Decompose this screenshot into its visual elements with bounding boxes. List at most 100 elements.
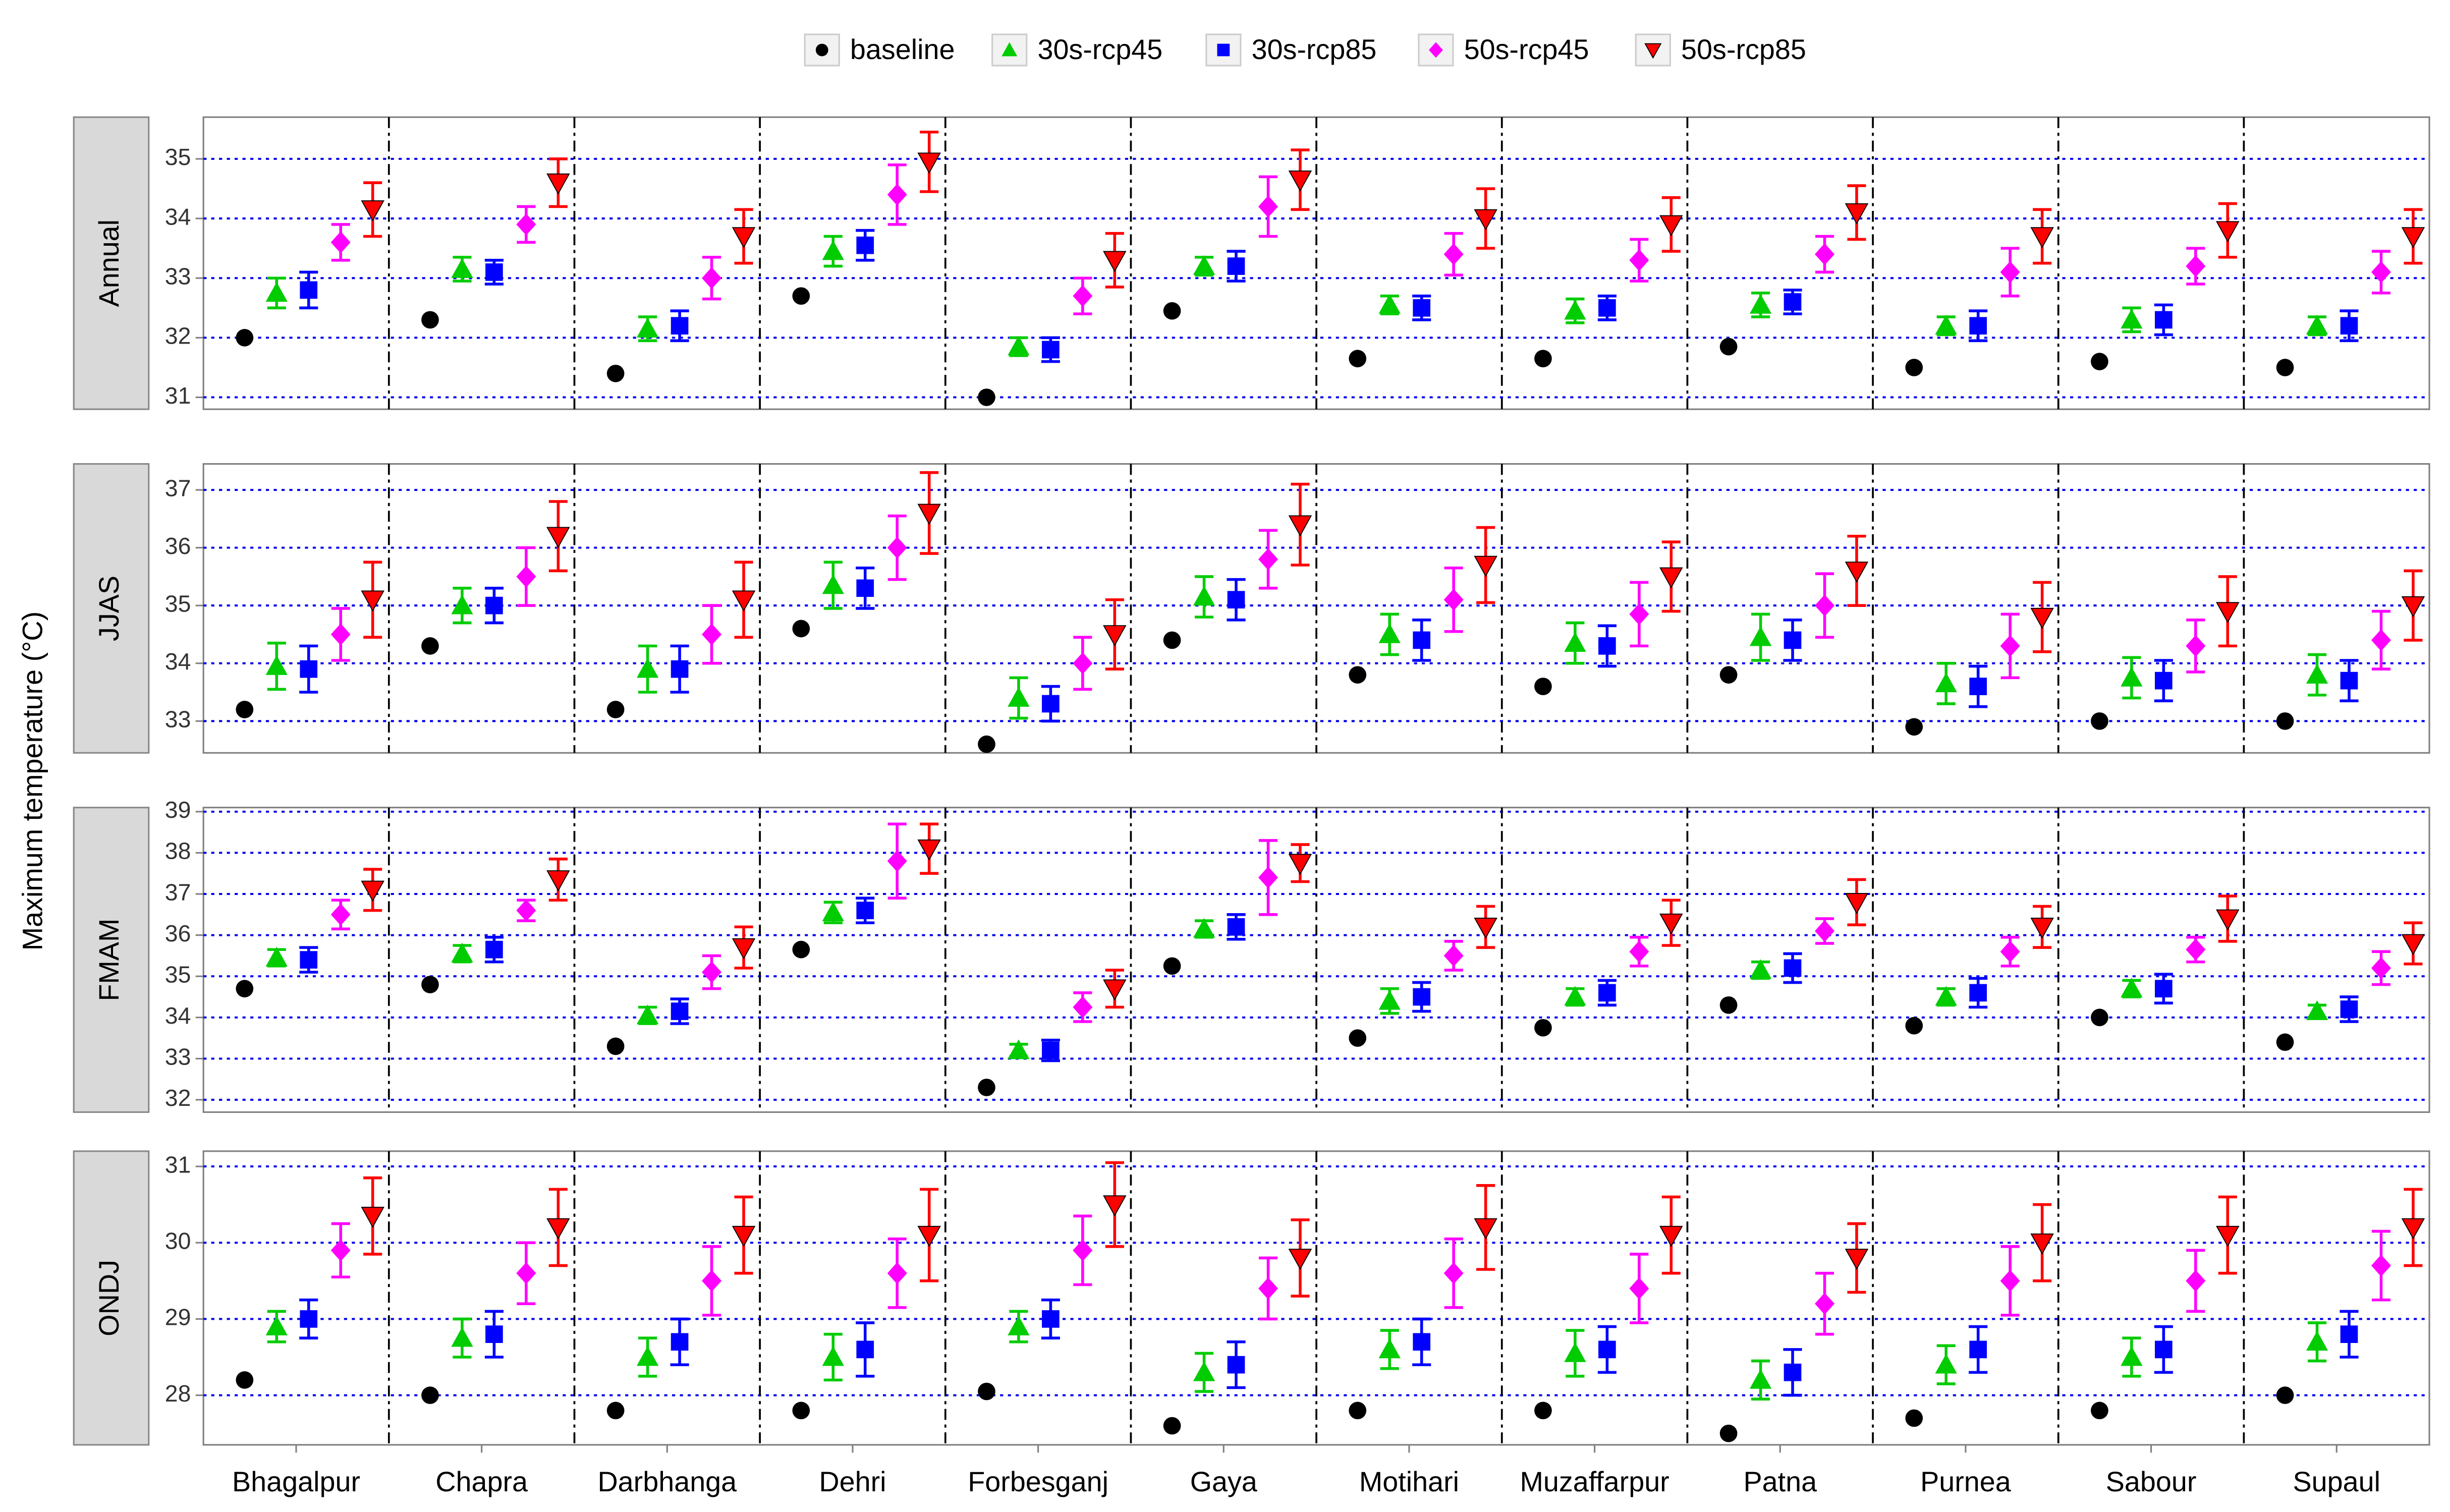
point xyxy=(1193,255,1215,275)
point xyxy=(2121,1346,2143,1366)
point xyxy=(2216,1225,2240,1247)
point xyxy=(2121,309,2143,329)
point xyxy=(300,660,318,678)
x-tick-label: Bhagalpur xyxy=(232,1466,360,1497)
point xyxy=(1749,959,1772,979)
point xyxy=(978,735,995,753)
x-tick-label: Darbhanga xyxy=(597,1466,737,1497)
strip xyxy=(73,463,150,754)
point xyxy=(1719,666,1738,684)
point xyxy=(2306,1000,2328,1020)
point xyxy=(978,388,995,406)
point xyxy=(2000,940,2020,963)
point xyxy=(1042,1041,1060,1059)
point xyxy=(1905,1409,1923,1427)
legend-label: 50s-rcp45 xyxy=(1464,34,1589,65)
point xyxy=(1969,317,1987,335)
point xyxy=(978,1079,995,1096)
point xyxy=(822,240,844,260)
point xyxy=(1784,631,1802,649)
x-tick-label: Forbesganj xyxy=(968,1466,1108,1497)
point xyxy=(1349,666,1367,684)
point xyxy=(1163,631,1181,649)
y-tick-label: 31 xyxy=(165,382,191,409)
point xyxy=(732,227,756,249)
point xyxy=(2216,221,2240,243)
point xyxy=(1719,338,1738,356)
point xyxy=(2276,1033,2294,1051)
x-tick-label: Purnea xyxy=(1920,1466,2011,1497)
panel-title: JJAS xyxy=(93,576,125,641)
legend-key xyxy=(804,33,840,67)
point xyxy=(1008,1039,1030,1059)
point xyxy=(2371,629,2391,651)
point xyxy=(1935,986,1957,1006)
y-tick-label: 38 xyxy=(165,838,191,864)
point xyxy=(2401,1218,2425,1240)
point xyxy=(1969,984,1987,1002)
point xyxy=(1193,586,1215,606)
point xyxy=(1008,335,1030,356)
point xyxy=(2371,957,2391,979)
point xyxy=(606,1402,625,1420)
point xyxy=(1935,1354,1957,1374)
point xyxy=(265,282,288,302)
point xyxy=(2216,602,2240,624)
point xyxy=(1564,1342,1586,1362)
point xyxy=(1629,603,1649,626)
point xyxy=(516,566,536,588)
point xyxy=(1474,555,1497,577)
y-tick-label: 33 xyxy=(165,1044,191,1070)
point xyxy=(1163,1417,1181,1435)
point xyxy=(1659,913,1683,935)
point xyxy=(1073,652,1093,675)
point xyxy=(236,701,254,718)
point xyxy=(1413,631,1431,649)
point xyxy=(546,1218,570,1240)
y-tick-label: 35 xyxy=(165,590,191,617)
point xyxy=(1288,854,1312,875)
point xyxy=(1659,567,1683,589)
point xyxy=(822,902,844,922)
point xyxy=(1629,940,1649,963)
point xyxy=(451,258,473,278)
point xyxy=(1288,515,1312,537)
panel-title: Annual xyxy=(93,219,125,307)
point xyxy=(265,655,288,675)
point xyxy=(2121,666,2143,687)
point xyxy=(421,637,439,655)
strip xyxy=(73,1150,150,1446)
legend-label: 30s-rcp45 xyxy=(1037,34,1162,65)
point xyxy=(856,236,874,254)
point xyxy=(2091,712,2108,730)
point xyxy=(732,938,756,960)
legend-label: 30s-rcp85 xyxy=(1252,34,1377,65)
point xyxy=(856,1340,874,1359)
panel-title: FMAM xyxy=(93,919,125,1001)
y-tick-label: 35 xyxy=(165,961,191,987)
point xyxy=(361,880,384,902)
y-tick-label: 37 xyxy=(165,879,191,905)
y-tick-label: 36 xyxy=(165,533,191,559)
point xyxy=(606,701,625,718)
point xyxy=(1598,984,1616,1002)
point xyxy=(2000,635,2020,657)
legend-label: baseline xyxy=(850,34,955,65)
point xyxy=(978,1382,995,1401)
point xyxy=(1784,959,1802,977)
point xyxy=(792,940,810,959)
point xyxy=(421,976,439,993)
point xyxy=(1905,718,1923,736)
point xyxy=(1227,257,1245,275)
y-tick-label: 30 xyxy=(165,1227,191,1254)
point xyxy=(1629,249,1649,271)
point xyxy=(2306,1331,2328,1351)
point xyxy=(671,1002,689,1020)
point xyxy=(300,1310,318,1328)
point xyxy=(1349,1402,1367,1420)
point xyxy=(421,1386,439,1404)
y-tick-label: 29 xyxy=(165,1304,191,1330)
point xyxy=(917,839,941,861)
x-tick-label: Chapra xyxy=(435,1466,528,1497)
